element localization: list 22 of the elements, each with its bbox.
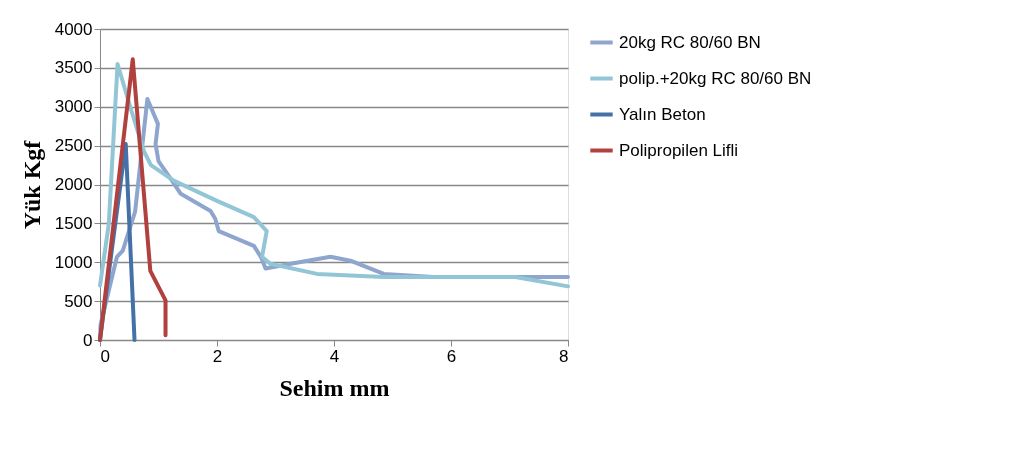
legend-label: Yalın Beton [619,104,706,124]
y-tick-label: 1000 [54,252,93,272]
x-tick-label: 2 [212,346,223,366]
y-tick-label: 0 [83,330,93,350]
legend-label: 20kg RC 80/60 BN [619,32,761,52]
y-tick-label: 4000 [54,19,93,39]
legend-label: polip.+20kg RC 80/60 BN [619,68,812,88]
x-tick-label: 4 [329,346,340,366]
y-tick-label: 500 [64,291,93,311]
legend-label: Polipropilen Lifli [619,140,739,160]
x-tick-label: 0 [100,346,110,366]
x-axis-title: Sehim mm [279,374,390,401]
y-axis-title: Yük Kgf [18,139,45,230]
x-tick-label: 8 [559,346,569,366]
line-series [98,61,570,289]
y-tick-label: 2000 [54,175,93,194]
y-tick-label: 3500 [54,58,93,78]
x-tick-label: 6 [446,346,457,366]
line-series [98,57,168,342]
y-tick-label: 2500 [54,136,93,156]
y-tick-label: 3000 [54,97,93,117]
y-tick-label: 1500 [54,213,93,233]
